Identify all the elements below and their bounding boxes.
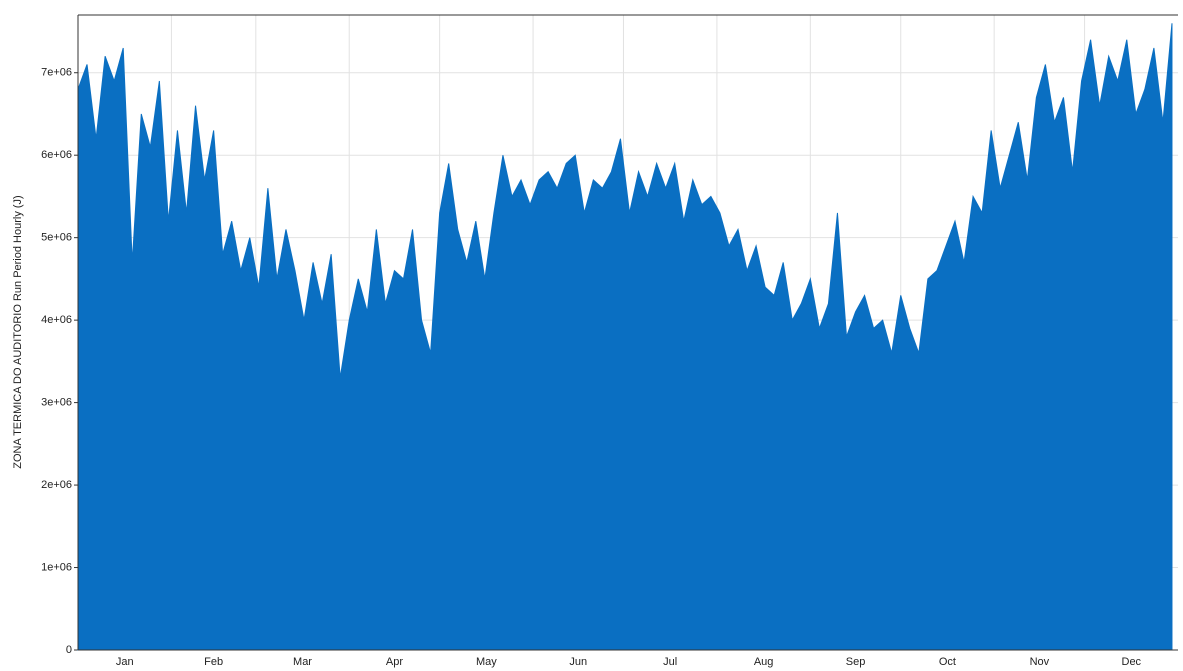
x-tick-label: Jun — [569, 656, 587, 668]
x-tick-label: Oct — [939, 656, 956, 668]
y-tick-label: 3e+06 — [41, 397, 72, 409]
x-tick-label: Feb — [204, 656, 223, 668]
x-tick-label: Apr — [386, 656, 403, 668]
y-tick-label: 1e+06 — [41, 561, 72, 573]
y-tick-label: 6e+06 — [41, 149, 72, 161]
y-tick-label: 5e+06 — [41, 232, 72, 244]
y-axis-label: ZONA TERMICA DO AUDITORIO Run Period Hou… — [12, 195, 24, 468]
area — [77, 23, 1173, 651]
x-tick-label: May — [476, 656, 497, 668]
y-tick-label: 0 — [66, 644, 72, 656]
x-tick-label: Nov — [1030, 656, 1050, 668]
x-tick-label: Jul — [663, 656, 677, 668]
y-tick-label: 4e+06 — [41, 314, 72, 326]
y-tick-label: 2e+06 — [41, 479, 72, 491]
y-tick-label: 7e+06 — [41, 67, 72, 79]
x-tick-label: Mar — [293, 656, 312, 668]
x-tick-label: Dec — [1122, 656, 1142, 668]
x-tick-label: Aug — [754, 656, 774, 668]
x-tick-label: Jan — [116, 656, 134, 668]
x-tick-label: Sep — [846, 656, 866, 668]
